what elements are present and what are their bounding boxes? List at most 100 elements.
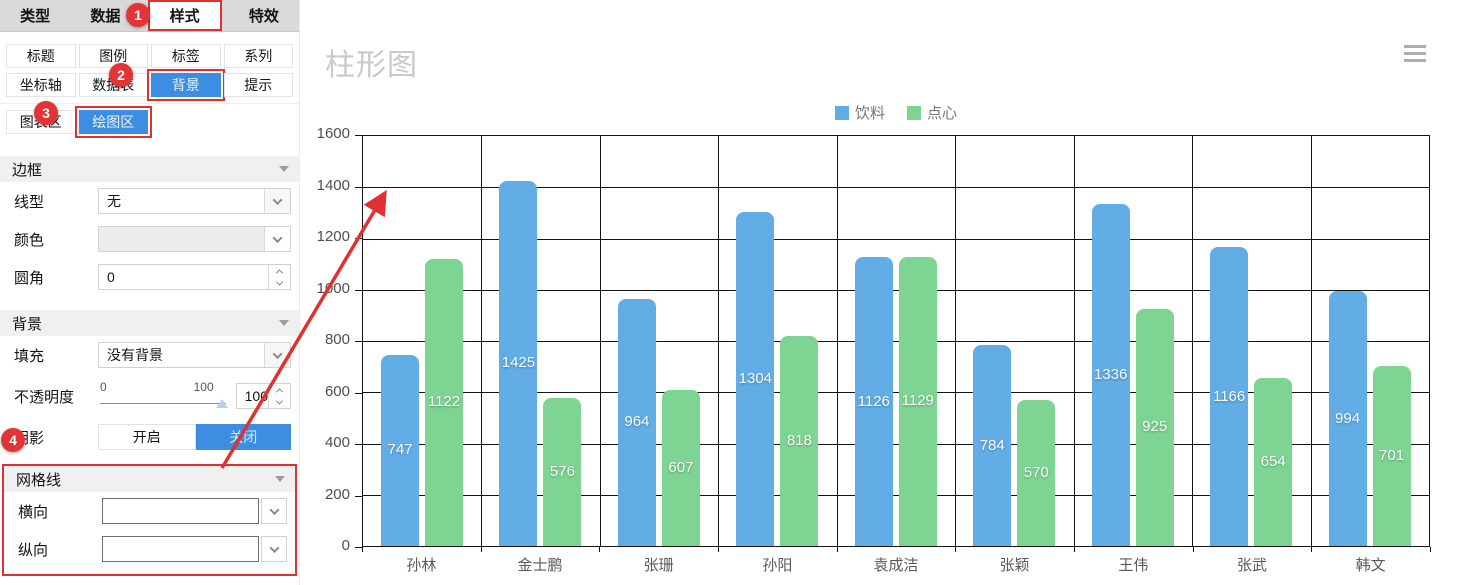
tab-data[interactable]: 数据 xyxy=(90,8,121,25)
fill-select[interactable]: 没有背景 xyxy=(98,342,291,368)
gridline-horizontal xyxy=(363,289,1429,291)
x-axis-label: 韩文 xyxy=(1355,557,1386,574)
y-axis-tick xyxy=(355,238,362,239)
gridline-horizontal xyxy=(363,187,1429,189)
bar-点心-王伟[interactable] xyxy=(1135,308,1174,546)
border-color-row: 颜色 xyxy=(0,220,299,258)
collapse-icon[interactable] xyxy=(275,476,285,482)
btn-tooltip[interactable]: 提示 xyxy=(223,73,293,97)
fill-value: 没有背景 xyxy=(107,347,163,363)
bar-饮料-袁成洁[interactable] xyxy=(854,257,893,546)
chevron-down-icon[interactable] xyxy=(261,498,287,524)
legend-label: 点心 xyxy=(927,105,958,122)
spinner-up-icon[interactable] xyxy=(269,265,290,277)
btn-label[interactable]: 标签 xyxy=(151,44,221,68)
section-background-header[interactable]: 背景 xyxy=(0,310,299,336)
btn-legend[interactable]: 图例 xyxy=(78,44,148,68)
v-gridline-color-select[interactable] xyxy=(102,536,259,562)
tab-style[interactable]: 样式 xyxy=(147,0,222,31)
spinner-arrows[interactable] xyxy=(268,384,290,408)
btn-title[interactable]: 标题 xyxy=(6,44,76,68)
bar-饮料-张武[interactable] xyxy=(1210,247,1249,546)
h-gridline-row: 横向 xyxy=(4,492,295,530)
bar-点心-张武[interactable] xyxy=(1254,378,1293,546)
bar-点心-韩文[interactable] xyxy=(1372,366,1411,546)
slider-thumb[interactable] xyxy=(215,399,228,408)
gridline-vertical xyxy=(1073,136,1075,546)
bar-点心-张颖[interactable] xyxy=(1017,399,1056,546)
shadow-off-button[interactable]: 关闭 xyxy=(195,424,291,450)
x-axis-tick xyxy=(718,547,719,552)
x-axis-tick xyxy=(836,547,838,552)
btn-data-table[interactable]: 数据表 xyxy=(78,73,148,97)
slider-track[interactable] xyxy=(100,403,226,404)
gridline-vertical xyxy=(1310,136,1312,546)
legend: 饮料 点心 xyxy=(362,102,1430,123)
chevron-down-icon xyxy=(264,189,290,213)
btn-plot-region[interactable]: 绘图区 xyxy=(74,106,152,138)
bar-饮料-孙林[interactable] xyxy=(381,354,419,546)
divider xyxy=(0,103,299,104)
bar-点心-孙林[interactable] xyxy=(425,258,463,546)
h-gridline-swatch xyxy=(103,499,258,523)
spinner-down-icon[interactable] xyxy=(269,277,290,289)
v-gridline-row: 纵向 xyxy=(4,530,295,568)
collapse-icon[interactable] xyxy=(279,166,289,172)
x-axis-label: 张珊 xyxy=(643,557,674,574)
spinner-up-icon[interactable] xyxy=(269,384,290,396)
plot-area: 747 1122 1425 576 964 607 1304 818 1126 1129 784 57… xyxy=(362,135,1430,547)
fill-row: 填充 没有背景 xyxy=(0,336,299,374)
corner-radius-value: 0 xyxy=(107,269,115,285)
corner-radius-row: 圆角 0 xyxy=(0,258,299,296)
legend-item-点心[interactable]: 点心 xyxy=(907,102,957,123)
line-type-select[interactable]: 无 xyxy=(98,188,291,214)
gridline-vertical xyxy=(955,136,957,546)
bar-饮料-韩文[interactable] xyxy=(1328,291,1367,546)
tab-type[interactable]: 类型 xyxy=(20,8,51,25)
shadow-label: 阴影 xyxy=(14,429,45,447)
collapse-icon[interactable] xyxy=(279,320,289,326)
h-gridline-color-select[interactable] xyxy=(102,498,259,524)
line-type-value: 无 xyxy=(107,193,121,209)
bar-饮料-孙阳[interactable] xyxy=(736,211,775,546)
chevron-down-icon[interactable] xyxy=(261,536,287,562)
spinner-down-icon[interactable] xyxy=(269,396,290,408)
gridline-vertical xyxy=(836,136,838,546)
btn-chart-region[interactable]: 图表区 xyxy=(6,110,76,134)
bar-饮料-张颖[interactable] xyxy=(973,345,1012,546)
bar-饮料-王伟[interactable] xyxy=(1091,203,1130,546)
line-type-row: 线型 无 xyxy=(0,182,299,220)
h-gridline-label: 横向 xyxy=(18,503,49,521)
tab-effects[interactable]: 特效 xyxy=(248,8,279,25)
btn-background[interactable]: 背景 xyxy=(147,69,225,101)
y-axis-tick xyxy=(355,289,362,291)
menu-icon[interactable] xyxy=(1404,45,1426,66)
btn-series[interactable]: 系列 xyxy=(223,44,293,68)
bar-饮料-张珊[interactable] xyxy=(617,298,656,546)
corner-radius-spinner[interactable]: 0 xyxy=(98,264,291,290)
gridline-horizontal xyxy=(363,494,1429,496)
bar-点心-孙阳[interactable] xyxy=(780,336,819,546)
opacity-spinner[interactable]: 100 xyxy=(235,383,291,409)
bar-饮料-金士鹏[interactable] xyxy=(499,180,538,546)
y-axis-tick xyxy=(355,341,362,342)
chart-canvas: 柱形图 饮料 点心 747 1122 1425 576 964 607 1304 818 1126… xyxy=(300,0,1458,585)
section-border-header[interactable]: 边框 xyxy=(0,156,299,182)
gridline-horizontal xyxy=(363,341,1429,342)
shadow-on-button[interactable]: 开启 xyxy=(98,424,196,450)
opacity-row: 不透明度 0 100 100 xyxy=(0,374,299,418)
x-axis-label: 王伟 xyxy=(1118,557,1149,574)
btn-axis[interactable]: 坐标轴 xyxy=(6,73,76,97)
bar-点心-袁成洁[interactable] xyxy=(898,256,937,546)
y-axis-label: 1200 xyxy=(316,228,350,245)
border-color-select[interactable] xyxy=(98,226,291,252)
x-axis-label: 袁成洁 xyxy=(873,557,919,574)
bar-点心-金士鹏[interactable] xyxy=(543,398,582,546)
opacity-slider[interactable]: 0 100 xyxy=(98,380,228,412)
gridline-horizontal xyxy=(363,238,1429,240)
section-gridline-header[interactable]: 网格线 xyxy=(4,466,295,492)
spinner-arrows[interactable] xyxy=(268,265,290,289)
bar-点心-张珊[interactable] xyxy=(661,390,700,546)
gridline-horizontal xyxy=(363,392,1429,394)
legend-item-饮料[interactable]: 饮料 xyxy=(834,102,885,123)
